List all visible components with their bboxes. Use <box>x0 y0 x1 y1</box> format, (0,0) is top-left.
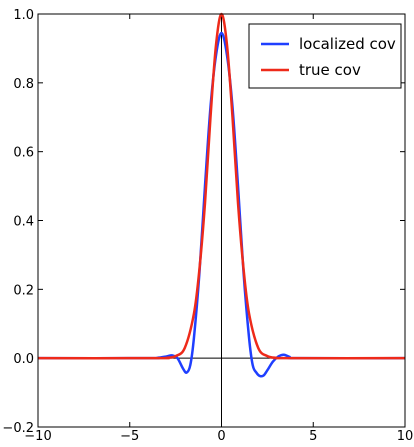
y-tick-label: 1.0 <box>13 8 34 23</box>
y-tick-labels: −0.2 0.0 0.2 0.4 0.6 0.8 1.0 <box>2 8 34 436</box>
x-tick-label: 0 <box>217 429 225 444</box>
plot-frame <box>37 13 406 428</box>
y-tick-label: −0.2 <box>2 421 34 436</box>
x-tick-label: 10 <box>397 429 414 444</box>
x-tick-label: −10 <box>24 429 51 444</box>
x-tick-labels: −10 −5 0 5 10 <box>24 429 413 444</box>
legend-box <box>248 23 402 89</box>
y-tick-label: 0.2 <box>13 283 34 298</box>
y-tick-label: 0.4 <box>13 215 34 230</box>
y-tick-label: 0.0 <box>13 352 34 367</box>
x-tick-label: −5 <box>120 429 139 444</box>
y-tick-label: 0.8 <box>13 77 34 92</box>
legend-label-true-cov: true cov <box>299 61 361 79</box>
y-tick-label: 0.6 <box>13 146 34 161</box>
x-tick-label: 5 <box>309 429 317 444</box>
legend: localized cov true cov <box>248 23 402 89</box>
legend-label-localized-cov: localized cov <box>299 35 396 53</box>
